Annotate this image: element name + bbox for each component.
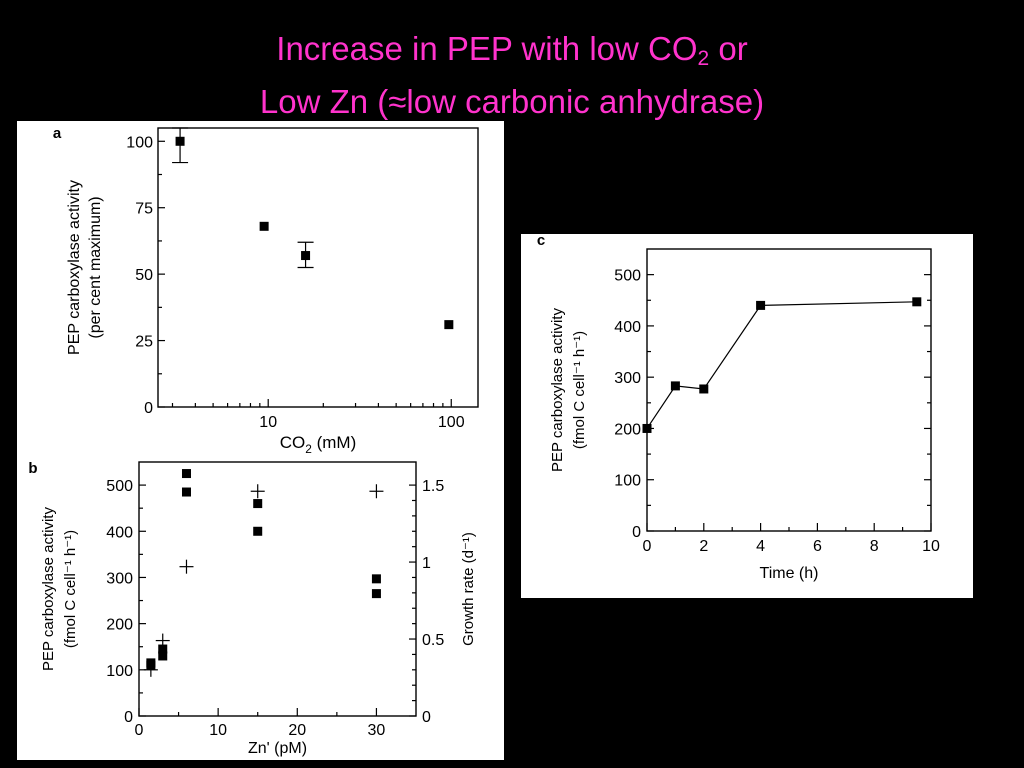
panel-b-plot-frame bbox=[138, 461, 417, 717]
panel-a-letter: a bbox=[53, 125, 62, 142]
panel-c-x-axis-label: Time (h) bbox=[760, 565, 819, 582]
panel-a-y-tick-label: 50 bbox=[135, 267, 153, 284]
panel-a-y-tick-label: 0 bbox=[144, 400, 153, 417]
panel-a-data-point bbox=[444, 320, 454, 330]
panel-a-background bbox=[17, 121, 504, 455]
panel-b-pep-activity-point bbox=[158, 651, 168, 661]
panel-b-x-tick-label: 30 bbox=[368, 722, 386, 739]
panel-a-x-tick-label: 10 bbox=[259, 414, 277, 431]
panel-a-y-axis-label: PEP carboxylase activity bbox=[66, 180, 83, 355]
panel-b-x-tick-label: 10 bbox=[209, 722, 227, 739]
panel-b-pep-activity-point bbox=[371, 589, 381, 599]
panel-b-y-tick-label: 300 bbox=[106, 570, 133, 587]
panel-c-x-tick-label: 2 bbox=[699, 538, 708, 555]
panel-b-y-axis-label: PEP carboxylase activity bbox=[40, 507, 57, 671]
panel-a-x-tick-label: 100 bbox=[438, 414, 465, 431]
panel-c-y-tick-label: 400 bbox=[614, 319, 641, 336]
slide-title-line-1: Increase in PEP with low CO2 or bbox=[276, 30, 748, 70]
panel-c-x-tick-label: 6 bbox=[813, 538, 822, 555]
panel-b-y2-tick-label: 0.5 bbox=[422, 632, 444, 649]
panel-c-data-point bbox=[699, 384, 709, 394]
panel-c-series-line bbox=[646, 301, 917, 429]
panel-c-letter: c bbox=[537, 232, 545, 249]
panel-a-y-tick-label: 25 bbox=[135, 334, 153, 351]
panel-c-y-tick-label: 100 bbox=[614, 473, 641, 490]
panel-b-x-axis-label: Zn' (pM) bbox=[248, 740, 307, 757]
panel-b-y2-axis-label: Growth rate (d⁻¹) bbox=[460, 532, 477, 646]
panel-c-y-tick-label: 300 bbox=[614, 370, 641, 387]
panel-a-y-tick-label: 75 bbox=[135, 201, 153, 218]
panel-c-y-tick-label: 500 bbox=[614, 268, 641, 285]
panel-c-background bbox=[521, 234, 973, 598]
panel-c-y-tick-label: 200 bbox=[614, 421, 641, 438]
panel-b-pep-activity-point bbox=[253, 526, 263, 536]
panel-b-y2-tick-label: 1.5 bbox=[422, 478, 444, 495]
panel-b-pep-activity-point bbox=[158, 644, 168, 654]
panel-c-y-axis-label: PEP carboxylase activity bbox=[549, 308, 566, 472]
panel-b-x-tick-label: 0 bbox=[135, 722, 144, 739]
panel-b-y2-tick-label: 0 bbox=[422, 709, 431, 726]
panel-a-x-axis-label: CO2 (mM) bbox=[280, 433, 357, 456]
panel-c-x-tick-label: 4 bbox=[756, 538, 765, 555]
panel-a-data-point bbox=[175, 136, 185, 146]
panel-c-data-point bbox=[756, 300, 766, 310]
panel-a-plot-frame bbox=[157, 127, 479, 408]
panel-b-y2-tick-label: 1 bbox=[422, 555, 431, 572]
panel-a-y-tick-label: 100 bbox=[126, 134, 153, 151]
panel-b-y-tick-label: 200 bbox=[106, 617, 133, 634]
panel-c-x-tick-label: 0 bbox=[643, 538, 652, 555]
panel-b-pep-activity-point bbox=[181, 469, 191, 479]
panel-c-data-point bbox=[642, 423, 652, 433]
panel-b-y-tick-label: 100 bbox=[106, 663, 133, 680]
panel-c-plot-frame bbox=[646, 248, 932, 532]
panel-c-x-tick-label: 8 bbox=[870, 538, 879, 555]
panel-b-pep-activity-point bbox=[181, 487, 191, 497]
panel-c-data-point bbox=[912, 297, 922, 307]
panel-a-y-axis-label-units: (per cent maximum) bbox=[87, 196, 104, 338]
panel-b-letter: b bbox=[28, 460, 37, 477]
panel-b-y-tick-label: 0 bbox=[124, 709, 133, 726]
panel-c-x-tick-label: 10 bbox=[922, 538, 940, 555]
panel-c-y-axis-label-units: (fmol C cell⁻¹ h⁻¹) bbox=[571, 331, 588, 449]
panel-b-pep-activity-point bbox=[371, 574, 381, 584]
panel-b-y-tick-label: 500 bbox=[106, 478, 133, 495]
panel-a-data-point bbox=[259, 221, 269, 231]
panel-c-y-tick-label: 0 bbox=[632, 524, 641, 541]
panel-b-x-tick-label: 20 bbox=[288, 722, 306, 739]
panel-b-y-tick-label: 400 bbox=[106, 524, 133, 541]
panel-c-data-point bbox=[670, 381, 680, 391]
panel-a-data-point bbox=[301, 251, 311, 261]
panel-b-y-axis-label-units: (fmol C cell⁻¹ h⁻¹) bbox=[62, 530, 79, 648]
panel-b-pep-activity-point bbox=[253, 499, 263, 509]
slide-title-line-2: Low Zn (≈low carbonic anhydrase) bbox=[259, 83, 765, 120]
